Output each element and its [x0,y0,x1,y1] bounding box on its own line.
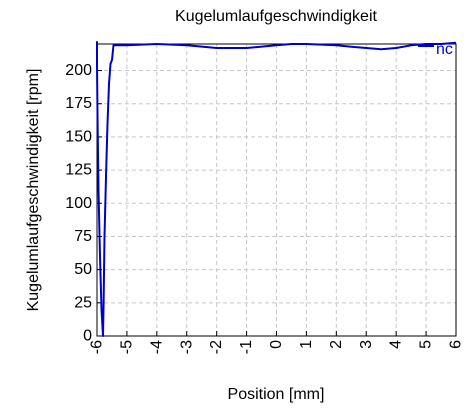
y-tick-label: 75 [74,228,92,245]
legend: nc [418,41,453,58]
chart-title: Kugelumlaufgeschwindigkeit [175,8,377,25]
x-tick-label: 2 [328,340,345,349]
y-tick-label: 150 [65,128,92,145]
x-tick-label: -5 [118,340,135,354]
y-tick-label: 200 [65,62,92,79]
x-tick-label: -3 [178,340,195,354]
y-tick-label: 0 [83,328,92,345]
y-tick-label: 25 [74,294,92,311]
x-axis-label: Position [mm] [228,386,325,403]
x-tick-label: 5 [418,340,435,349]
legend-label: nc [436,41,453,58]
x-tick-label: 4 [388,340,405,349]
x-tick-label: -1 [238,340,255,354]
x-tick-label: -6 [89,340,106,354]
x-tick-label: 3 [358,340,375,349]
y-axis-label: Kugelumlaufgeschwindigkeit [rpm] [25,69,42,312]
y-tick-label: 100 [65,195,92,212]
axis-ticks: -6 -5 -4 -3 -2 -1 0 1 2 3 4 5 6 0 25 50 75 100 125 150 175 20… [65,62,464,354]
x-tick-label: -2 [208,340,225,354]
y-tick-label: 175 [65,95,92,112]
x-tick-label: 1 [298,340,315,349]
y-tick-label: 50 [74,261,92,278]
x-tick-label: 6 [448,340,465,349]
series-layer [96,41,457,337]
y-tick-label: 125 [65,162,92,179]
x-tick-label: 0 [268,340,285,349]
x-tick-label: -4 [148,340,165,354]
series-line [96,41,457,337]
